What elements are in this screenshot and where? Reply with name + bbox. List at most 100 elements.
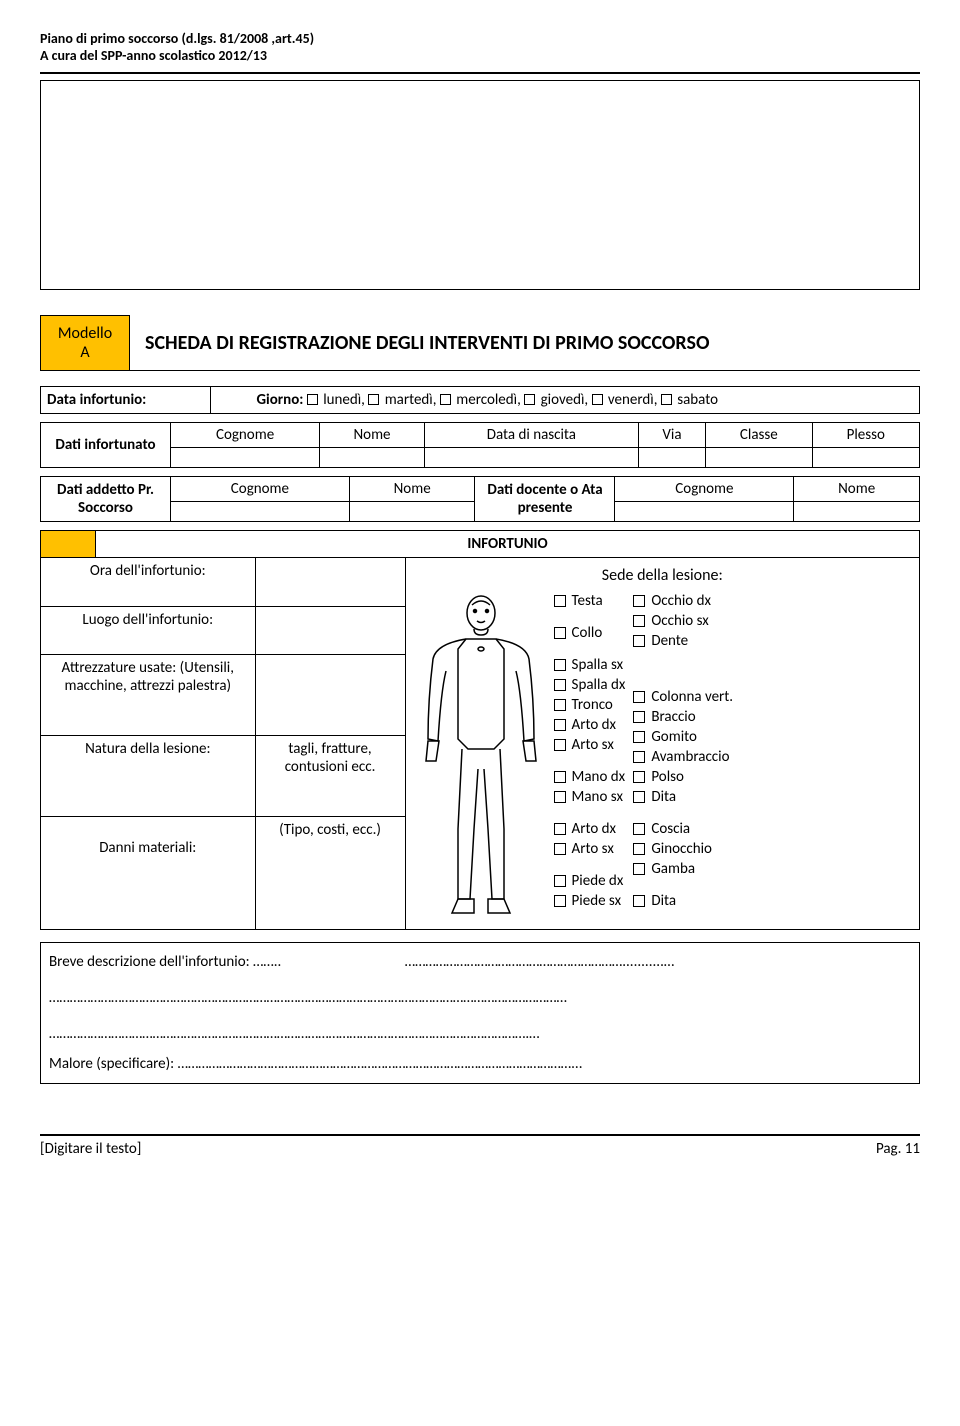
body-part-label: Gomito <box>651 728 697 746</box>
desc-line-2[interactable]: …………………………………………………………………………………………………………… <box>49 989 911 1007</box>
modello-letter: A <box>45 343 125 362</box>
spacer-cell <box>211 387 251 414</box>
body-part-row <box>554 611 626 623</box>
malore-line[interactable]: Malore (specificare): ………………………………………………… <box>49 1055 911 1073</box>
danni-label: Danni materiali: <box>41 816 256 929</box>
natura-label: Natura della lesione: <box>41 735 256 816</box>
addetto-nome: Nome <box>349 477 475 502</box>
checkbox[interactable] <box>554 719 566 731</box>
empty-cell[interactable] <box>171 502 350 522</box>
checkbox[interactable] <box>633 691 645 703</box>
checkbox[interactable] <box>554 791 566 803</box>
addetto-cognome: Cognome <box>171 477 350 502</box>
body-part-label: Arto dx <box>572 716 616 734</box>
body-part-row: Tronco <box>554 695 626 715</box>
checkbox[interactable] <box>554 739 566 751</box>
body-part-row: Mano dx <box>554 767 626 787</box>
empty-cell[interactable] <box>794 502 920 522</box>
body-part-label: Piede sx <box>572 892 622 910</box>
body-part-label: Ginocchio <box>651 840 712 858</box>
footer-right: Pag. 11 <box>876 1140 920 1158</box>
sede-title: Sede della lesione: <box>416 566 909 585</box>
luogo-label: Luogo dell'infortunio: <box>41 606 256 655</box>
col-nome: Nome <box>320 423 425 448</box>
checkbox[interactable] <box>633 791 645 803</box>
body-part-row <box>633 651 733 663</box>
body-part-label: Occhio sx <box>651 612 708 630</box>
data-infortunio-table: Data infortunio: Giorno: lunedì, martedì… <box>40 386 920 414</box>
addetto-label: Dati addetto Pr. Soccorso <box>41 477 171 522</box>
checkbox[interactable] <box>633 751 645 763</box>
body-part-row: Dita <box>633 891 733 911</box>
dati-infortunato-table: Dati infortunato Cognome Nome Data di na… <box>40 422 920 468</box>
checkbox[interactable] <box>554 659 566 671</box>
body-parts-col1: TestaColloSpalla sxSpalla dxTroncoArto d… <box>554 591 626 921</box>
checkbox[interactable] <box>554 679 566 691</box>
checkbox[interactable] <box>554 875 566 887</box>
checkbox[interactable] <box>633 615 645 627</box>
checkbox[interactable] <box>554 823 566 835</box>
body-part-row: Arto sx <box>554 839 626 859</box>
infortunio-table: INFORTUNIO Ora dell'infortunio: Sede del… <box>40 530 920 930</box>
docente-cognome: Cognome <box>615 477 794 502</box>
blank-box <box>40 80 920 290</box>
checkbox[interactable] <box>633 895 645 907</box>
infortunato-label: Dati infortunato <box>41 423 171 468</box>
body-figure-icon <box>416 591 546 921</box>
empty-cell[interactable] <box>424 448 638 468</box>
danni-value: (Tipo, costi, ecc.) <box>255 816 405 929</box>
checkbox[interactable] <box>633 595 645 607</box>
checkbox[interactable] <box>554 595 566 607</box>
header-line-1: Piano di primo soccorso (d.lgs. 81/2008 … <box>40 30 920 47</box>
empty-cell[interactable] <box>812 448 919 468</box>
empty-cell[interactable] <box>615 502 794 522</box>
body-part-row: Braccio <box>633 707 733 727</box>
checkbox[interactable] <box>633 635 645 647</box>
checkbox[interactable] <box>554 843 566 855</box>
body-part-row <box>633 807 733 819</box>
ora-value[interactable] <box>255 558 405 607</box>
empty-cell[interactable] <box>320 448 425 468</box>
empty-cell[interactable] <box>706 448 812 468</box>
checkbox[interactable] <box>554 627 566 639</box>
luogo-value[interactable] <box>255 606 405 655</box>
col-nascita: Data di nascita <box>424 423 638 448</box>
checkbox[interactable] <box>554 699 566 711</box>
col-via: Via <box>638 423 705 448</box>
body-part-label: Mano sx <box>572 788 623 806</box>
data-infortunio-label: Data infortunio: <box>41 387 211 414</box>
modello-label: Modello <box>45 324 125 343</box>
checkbox[interactable] <box>633 823 645 835</box>
body-part-row <box>554 807 626 819</box>
dots-1: ………………………………………………………...........… <box>405 953 675 971</box>
checkbox[interactable] <box>633 843 645 855</box>
body-part-label: Coscia <box>651 820 690 838</box>
body-part-label: Dita <box>651 892 676 910</box>
attrezzature-value[interactable] <box>255 655 405 736</box>
body-part-row <box>554 859 626 871</box>
col-cognome: Cognome <box>171 423 320 448</box>
body-part-row: Arto sx <box>554 735 626 755</box>
footer-left: [Digitare il testo] <box>40 1140 141 1158</box>
checkbox[interactable] <box>633 711 645 723</box>
body-part-row: Collo <box>554 623 626 643</box>
body-part-row <box>554 755 626 767</box>
empty-cell[interactable] <box>171 448 320 468</box>
body-part-label: Mano dx <box>572 768 626 786</box>
body-part-row: Coscia <box>633 819 733 839</box>
desc-line-3[interactable]: …………………………………………………………………………………………………………… <box>49 1025 911 1043</box>
body-part-label: Arto sx <box>572 840 614 858</box>
empty-cell[interactable] <box>349 502 475 522</box>
body-part-row: Mano sx <box>554 787 626 807</box>
body-part-row: Spalla sx <box>554 655 626 675</box>
body-part-label: Avambraccio <box>651 748 729 766</box>
body-part-row: Testa <box>554 591 626 611</box>
empty-cell[interactable] <box>638 448 705 468</box>
checkbox[interactable] <box>554 895 566 907</box>
breve-label: Breve descrizione dell'infortunio: …….. <box>49 953 281 971</box>
checkbox[interactable] <box>554 771 566 783</box>
checkbox[interactable] <box>633 771 645 783</box>
page-title: SCHEDA DI REGISTRAZIONE DEGLI INTERVENTI… <box>130 315 920 371</box>
checkbox[interactable] <box>633 863 645 875</box>
checkbox[interactable] <box>633 731 645 743</box>
